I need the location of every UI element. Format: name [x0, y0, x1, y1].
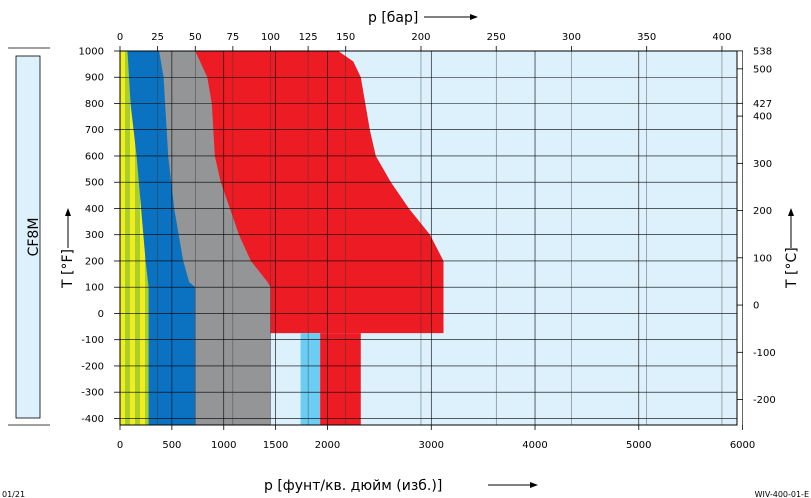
- bottom-axis-arrowhead: [530, 482, 538, 488]
- top-tick-label-300: 300: [562, 32, 581, 43]
- right-tick-label--100: -100: [753, 348, 776, 359]
- left-tick-label-1000: 1000: [79, 47, 104, 58]
- left-tick-label--300: -300: [81, 388, 104, 399]
- right-tick-label-500: 500: [753, 64, 772, 75]
- right-axis-label: T [°C]: [784, 247, 800, 289]
- top-tick-label-100: 100: [261, 32, 280, 43]
- left-tick-label-0: 0: [98, 309, 104, 320]
- bottom-tick-label-0: 0: [117, 440, 123, 451]
- right-tick-label-427: 427: [753, 99, 772, 110]
- left-tick-label-600: 600: [85, 151, 104, 162]
- zone-yellow: [120, 51, 149, 425]
- left-axis-ticks: 10009008007006005004003002001000-100-200…: [79, 47, 120, 425]
- bottom-tick-label-3000: 3000: [419, 440, 444, 451]
- material-bar: [15, 55, 41, 419]
- bottom-tick-label-1000: 1000: [211, 440, 236, 451]
- top-tick-label-200: 200: [411, 32, 430, 43]
- bottom-tick-label-1500: 1500: [263, 440, 288, 451]
- top-axis-arrowhead: [470, 14, 478, 20]
- bottom-tick-label-2000: 2000: [315, 440, 340, 451]
- bottom-axis-ticks: 0 500 1000 1500 2000 3000 4000 5000 6000: [117, 425, 755, 451]
- pressure-zones: [120, 51, 444, 425]
- left-tick-label-100: 100: [85, 283, 104, 294]
- left-tick-label-400: 400: [85, 204, 104, 215]
- material-label: CF8M: [26, 218, 42, 257]
- right-tick-label-100: 100: [753, 253, 772, 264]
- footer-right: WIV-400-01-E: [755, 490, 809, 498]
- bottom-tick-label-5000: 5000: [626, 440, 651, 451]
- bottom-axis-label: p [фунт/кв. дюйм (изб.)]: [264, 478, 442, 494]
- left-axis-label: T [°F]: [60, 249, 76, 289]
- footer-left: 01/21: [2, 490, 25, 498]
- left-tick-label-900: 900: [85, 73, 104, 84]
- top-axis-ticks: 0 25 50 75 100 125 150 200 250 300 350 400: [117, 32, 731, 51]
- top-tick-label-350: 350: [637, 32, 656, 43]
- left-tick-label-200: 200: [85, 256, 104, 267]
- plot-frame: [119, 50, 738, 426]
- right-tick-label--200: -200: [753, 395, 776, 406]
- left-tick-label--400: -400: [81, 414, 104, 425]
- zone-red-low: [320, 333, 361, 425]
- top-tick-label-50: 50: [189, 32, 202, 43]
- left-tick-label--100: -100: [81, 335, 104, 346]
- top-tick-label-75: 75: [226, 32, 239, 43]
- right-tick-label-0: 0: [753, 301, 759, 312]
- top-tick-label-25: 25: [151, 32, 164, 43]
- right-tick-label-400: 400: [753, 112, 772, 123]
- left-axis-arrowhead: [65, 208, 71, 216]
- right-axis-arrowhead: [788, 208, 794, 216]
- right-tick-label-200: 200: [753, 206, 772, 217]
- top-tick-label-0: 0: [117, 32, 123, 43]
- bottom-tick-label-6000: 6000: [730, 440, 755, 451]
- top-tick-label-125: 125: [299, 32, 318, 43]
- right-axis-ticks: 538 500 427 400 300 200 100 0 -100 -200: [737, 46, 776, 406]
- right-tick-label-538: 538: [753, 46, 772, 57]
- left-tick-label--200: -200: [81, 361, 104, 372]
- bottom-tick-label-4000: 4000: [522, 440, 547, 451]
- top-tick-label-400: 400: [712, 32, 731, 43]
- left-tick-label-700: 700: [85, 125, 104, 136]
- left-tick-label-800: 800: [85, 99, 104, 110]
- top-tick-label-250: 250: [487, 32, 506, 43]
- zone-light-blue-low: [300, 333, 321, 425]
- left-tick-label-300: 300: [85, 230, 104, 241]
- bottom-tick-label-500: 500: [162, 440, 181, 451]
- right-tick-label-300: 300: [753, 159, 772, 170]
- top-axis-label: p [бар]: [368, 10, 418, 26]
- left-tick-label-500: 500: [85, 178, 104, 189]
- top-tick-label-150: 150: [336, 32, 355, 43]
